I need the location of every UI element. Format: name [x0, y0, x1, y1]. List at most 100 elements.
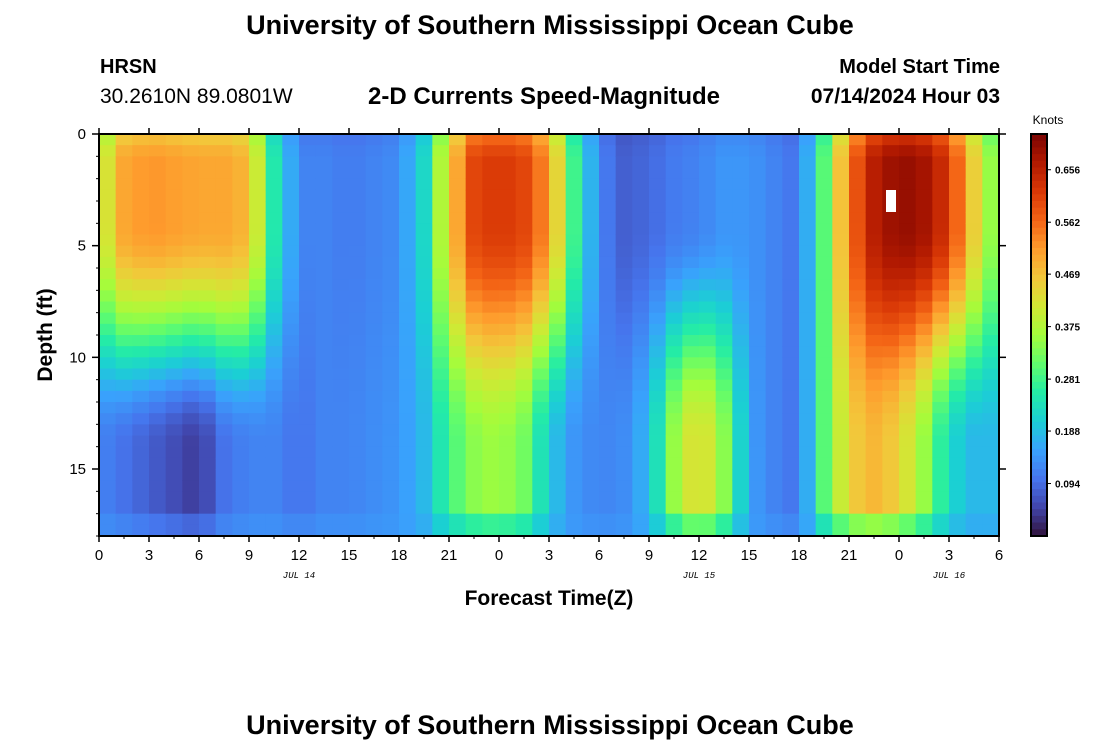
heatmap-cell — [482, 357, 500, 370]
heatmap-cell — [299, 134, 317, 146]
heatmap-cell — [349, 212, 367, 224]
heatmap-cell — [199, 335, 217, 347]
heatmap-cell — [832, 312, 850, 325]
heatmap-cell — [615, 312, 633, 325]
heatmap-cell — [565, 524, 583, 536]
heatmap-cell — [832, 457, 850, 470]
heatmap-cell — [299, 323, 317, 336]
heatmap-cell — [582, 323, 600, 336]
heatmap-cell — [915, 223, 933, 236]
heatmap-cell — [649, 178, 667, 191]
heatmap-cell — [382, 346, 400, 358]
heatmap-cell — [499, 457, 517, 470]
heatmap-cell — [565, 323, 583, 336]
heatmap-cell — [432, 223, 450, 236]
heatmap-cell — [432, 469, 450, 481]
heatmap-cell — [865, 178, 883, 191]
heatmap-cell — [682, 290, 700, 303]
heatmap-cell — [765, 402, 783, 414]
heatmap-cell — [632, 178, 650, 191]
heatmap-cell — [699, 201, 717, 213]
heatmap-cell — [482, 134, 500, 146]
heatmap-cell — [649, 524, 667, 536]
heatmap-cell — [715, 223, 733, 236]
heatmap-cell — [215, 145, 233, 157]
heatmap-cell — [699, 402, 717, 414]
heatmap-cell — [715, 513, 733, 526]
heatmap-cell — [615, 491, 633, 504]
heatmap-cell — [415, 268, 433, 280]
heatmap-cell — [499, 212, 517, 224]
heatmap-cell — [349, 323, 367, 336]
heatmap-cell — [832, 256, 850, 269]
heatmap-cell — [982, 167, 999, 180]
y-tick-label: 0 — [78, 126, 86, 143]
heatmap-cell — [115, 312, 133, 325]
heatmap-cell — [449, 301, 467, 314]
heatmap-cell — [982, 234, 999, 247]
heatmap-cell — [682, 524, 700, 536]
heatmap-cell — [899, 491, 917, 504]
heatmap-cell — [682, 379, 700, 392]
heatmap-cell — [715, 189, 733, 202]
heatmap-cell — [615, 457, 633, 470]
heatmap-cell — [465, 201, 483, 213]
heatmap-cell — [749, 290, 767, 303]
heatmap-cell — [882, 245, 900, 258]
heatmap-cell — [815, 424, 833, 437]
heatmap-cell — [99, 268, 117, 280]
heatmap-cell — [115, 156, 133, 169]
heatmap-cell — [599, 413, 617, 425]
heatmap-cell — [815, 223, 833, 236]
heatmap-cell — [182, 513, 200, 526]
heatmap-cell — [199, 145, 217, 157]
heatmap-cell — [465, 256, 483, 269]
heatmap-cell — [182, 212, 200, 224]
heatmap-cell — [432, 357, 450, 370]
heatmap-cell — [399, 268, 417, 280]
heatmap-cell — [132, 178, 150, 191]
heatmap-cell — [732, 424, 750, 437]
heatmap-cell — [465, 357, 483, 370]
heatmap-cell — [515, 379, 533, 392]
heatmap-cell — [699, 268, 717, 280]
heatmap-cell — [465, 134, 483, 146]
heatmap-cell — [715, 145, 733, 157]
heatmap-cell — [699, 346, 717, 358]
heatmap-cell — [232, 145, 250, 157]
heatmap-cell — [882, 323, 900, 336]
heatmap-cell — [715, 502, 733, 515]
heatmap-cell — [232, 524, 250, 536]
heatmap-cell — [599, 178, 617, 191]
heatmap-cell — [332, 156, 350, 169]
heatmap-cell — [149, 524, 167, 536]
heatmap-cell — [265, 256, 283, 269]
heatmap-cell — [515, 513, 533, 526]
heatmap-cell — [265, 212, 283, 224]
heatmap-cell — [582, 524, 600, 536]
heatmap-cell — [799, 446, 817, 459]
heatmap-cell — [865, 390, 883, 403]
heatmap-cell — [315, 413, 333, 425]
colorbar-segment — [1031, 428, 1047, 437]
heatmap-cell — [849, 435, 867, 448]
heatmap-cell — [399, 245, 417, 258]
heatmap-cell — [899, 368, 917, 381]
heatmap-cell — [465, 402, 483, 414]
heatmap-cell — [265, 402, 283, 414]
heatmap-cell — [165, 312, 183, 325]
heatmap-cell — [532, 323, 550, 336]
heatmap-cell — [599, 524, 617, 536]
heatmap-cell — [915, 201, 933, 213]
heatmap-cell — [582, 145, 600, 157]
heatmap-cell — [132, 424, 150, 437]
heatmap-cell — [915, 368, 933, 381]
heatmap-cell — [415, 178, 433, 191]
heatmap-cell — [565, 268, 583, 280]
heatmap-cell — [515, 469, 533, 481]
heatmap-cell — [465, 368, 483, 381]
heatmap-cell — [549, 469, 567, 481]
heatmap-cell — [165, 201, 183, 213]
heatmap-cell — [965, 346, 983, 358]
heatmap-cell — [382, 379, 400, 392]
